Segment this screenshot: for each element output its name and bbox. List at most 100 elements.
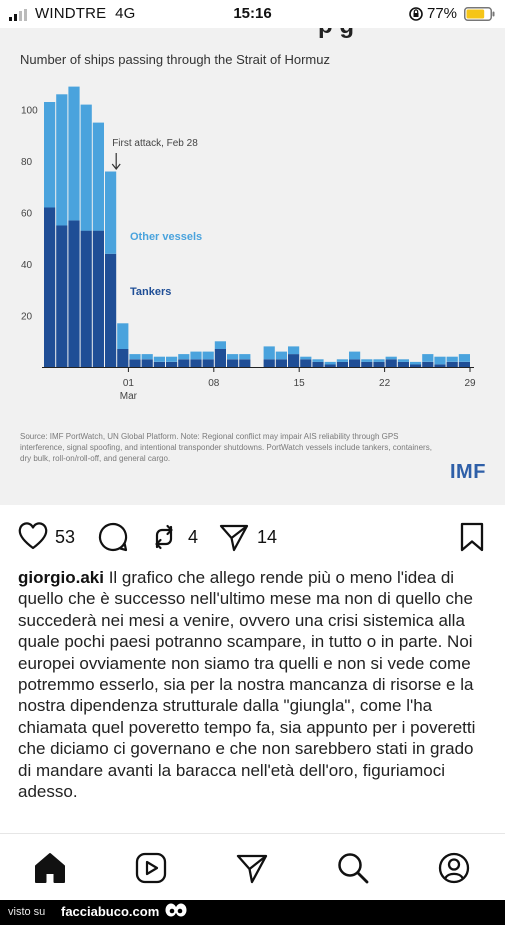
profile-icon[interactable] xyxy=(437,851,471,885)
bar-tankers-9 xyxy=(153,361,165,367)
bar-other-vessels-8 xyxy=(141,354,153,360)
search-icon[interactable] xyxy=(336,851,370,885)
comment-icon[interactable] xyxy=(97,521,129,553)
bar-other-vessels-18 xyxy=(275,351,287,360)
status-bar: WINDTRE 4G 15:16 77% xyxy=(0,0,505,28)
cut-off-title: p g xyxy=(318,28,354,40)
bar-other-vessels-28 xyxy=(397,359,409,362)
x-tick-label: 29 xyxy=(464,378,476,389)
bar-tankers-23 xyxy=(336,361,348,367)
carrier-name: WINDTRE xyxy=(35,5,107,22)
bar-other-vessels-1 xyxy=(56,94,68,226)
bar-tankers-28 xyxy=(397,361,409,367)
y-tick-label: 100 xyxy=(21,106,38,117)
bar-other-vessels-26 xyxy=(373,359,385,362)
bar-other-vessels-22 xyxy=(324,361,336,365)
bar-other-vessels-25 xyxy=(361,359,373,362)
home-icon[interactable] xyxy=(33,851,67,885)
legend-other-vessels: Other vessels xyxy=(130,231,202,243)
chart-title: Number of ships passing through the Stra… xyxy=(20,52,330,67)
bar-other-vessels-21 xyxy=(312,359,324,362)
watermark-site[interactable]: facciabuco.com xyxy=(61,904,160,919)
bar-tankers-0 xyxy=(44,207,56,367)
x-month-label: Mar xyxy=(120,391,138,402)
bar-tankers-2 xyxy=(68,220,80,367)
bar-other-vessels-4 xyxy=(92,122,104,231)
caption-text: Il grafico che allego rende più o meno l… xyxy=(18,568,476,802)
first-attack-annotation: First attack, Feb 28 xyxy=(112,138,198,149)
battery-icon xyxy=(464,7,495,21)
bar-other-vessels-13 xyxy=(202,351,214,360)
bar-tankers-4 xyxy=(92,230,104,367)
bar-tankers-1 xyxy=(56,225,68,367)
repost-count: 4 xyxy=(188,527,199,547)
bar-other-vessels-15 xyxy=(227,354,239,360)
x-tick-label: 08 xyxy=(208,378,220,389)
bar-other-vessels-20 xyxy=(300,356,312,360)
bar-chart: 20 40 60 80 100 01 08 15 22 29 Mar First attack, Fe… xyxy=(21,86,476,402)
y-tick-label: 20 xyxy=(21,312,33,323)
share-count: 14 xyxy=(257,527,278,547)
bar-other-vessels-3 xyxy=(80,104,92,231)
post-caption: giorgio.aki Il grafico che allego rende … xyxy=(18,567,490,802)
bar-tankers-32 xyxy=(446,361,458,367)
y-tick-label: 60 xyxy=(21,209,33,220)
bar-tankers-24 xyxy=(349,359,361,367)
chart-source-note: Source: IMF PortWatch, UN Global Platfor… xyxy=(20,432,432,463)
bar-tankers-27 xyxy=(385,359,397,367)
bar-other-vessels-9 xyxy=(153,356,165,362)
network-type: 4G xyxy=(115,5,136,22)
bar-tankers-33 xyxy=(458,361,470,367)
x-tick-label: 22 xyxy=(379,378,391,389)
bar-tankers-5 xyxy=(105,253,117,367)
facciabuco-logo-icon xyxy=(165,903,187,917)
signal-strength-icon xyxy=(9,9,27,21)
like-count: 53 xyxy=(55,527,76,547)
bar-other-vessels-14 xyxy=(214,341,226,349)
bar-tankers-25 xyxy=(361,361,373,367)
bar-tankers-16 xyxy=(239,359,251,367)
bar-other-vessels-30 xyxy=(422,354,434,362)
legend-tankers: Tankers xyxy=(130,286,171,298)
caption-username[interactable]: giorgio.aki xyxy=(18,568,104,587)
bar-other-vessels-19 xyxy=(288,346,300,355)
send-icon[interactable] xyxy=(235,851,269,885)
bar-tankers-30 xyxy=(422,361,434,367)
heart-icon[interactable] xyxy=(17,521,49,551)
clock: 15:16 xyxy=(233,5,272,22)
post-image[interactable]: p g Number of ships passing through the … xyxy=(0,28,505,505)
y-tick-label: 40 xyxy=(21,260,33,271)
bar-tankers-22 xyxy=(324,364,336,367)
bar-tankers-29 xyxy=(410,364,422,367)
bar-other-vessels-23 xyxy=(336,359,348,362)
bar-other-vessels-31 xyxy=(434,356,446,365)
bar-tankers-31 xyxy=(434,364,446,367)
watermark-bar: visto su facciabuco.com xyxy=(0,900,505,925)
battery-level xyxy=(466,9,485,19)
bookmark-icon[interactable] xyxy=(458,521,486,553)
y-tick-label: 80 xyxy=(21,157,33,168)
bar-tankers-8 xyxy=(141,359,153,367)
bar-other-vessels-17 xyxy=(263,346,275,360)
bar-tankers-20 xyxy=(300,359,312,367)
bar-other-vessels-29 xyxy=(410,361,422,365)
bar-other-vessels-24 xyxy=(349,351,361,360)
watermark-prefix: visto su xyxy=(8,906,46,918)
bar-tankers-3 xyxy=(80,230,92,367)
bar-other-vessels-32 xyxy=(446,356,458,362)
bar-other-vessels-12 xyxy=(190,351,202,360)
repost-icon[interactable] xyxy=(148,521,180,553)
bar-tankers-14 xyxy=(214,349,226,367)
bar-other-vessels-5 xyxy=(105,171,117,254)
battery-percentage: 77% xyxy=(427,5,458,22)
imf-logo: IMF xyxy=(450,461,486,483)
share-icon[interactable] xyxy=(218,521,250,553)
bar-other-vessels-33 xyxy=(458,354,470,362)
bar-other-vessels-6 xyxy=(117,323,129,349)
bar-tankers-13 xyxy=(202,359,214,367)
bar-other-vessels-7 xyxy=(129,354,141,360)
bar-tankers-18 xyxy=(275,359,287,367)
bar-other-vessels-11 xyxy=(178,354,190,360)
reels-icon[interactable] xyxy=(134,851,168,885)
bar-tankers-12 xyxy=(190,359,202,367)
